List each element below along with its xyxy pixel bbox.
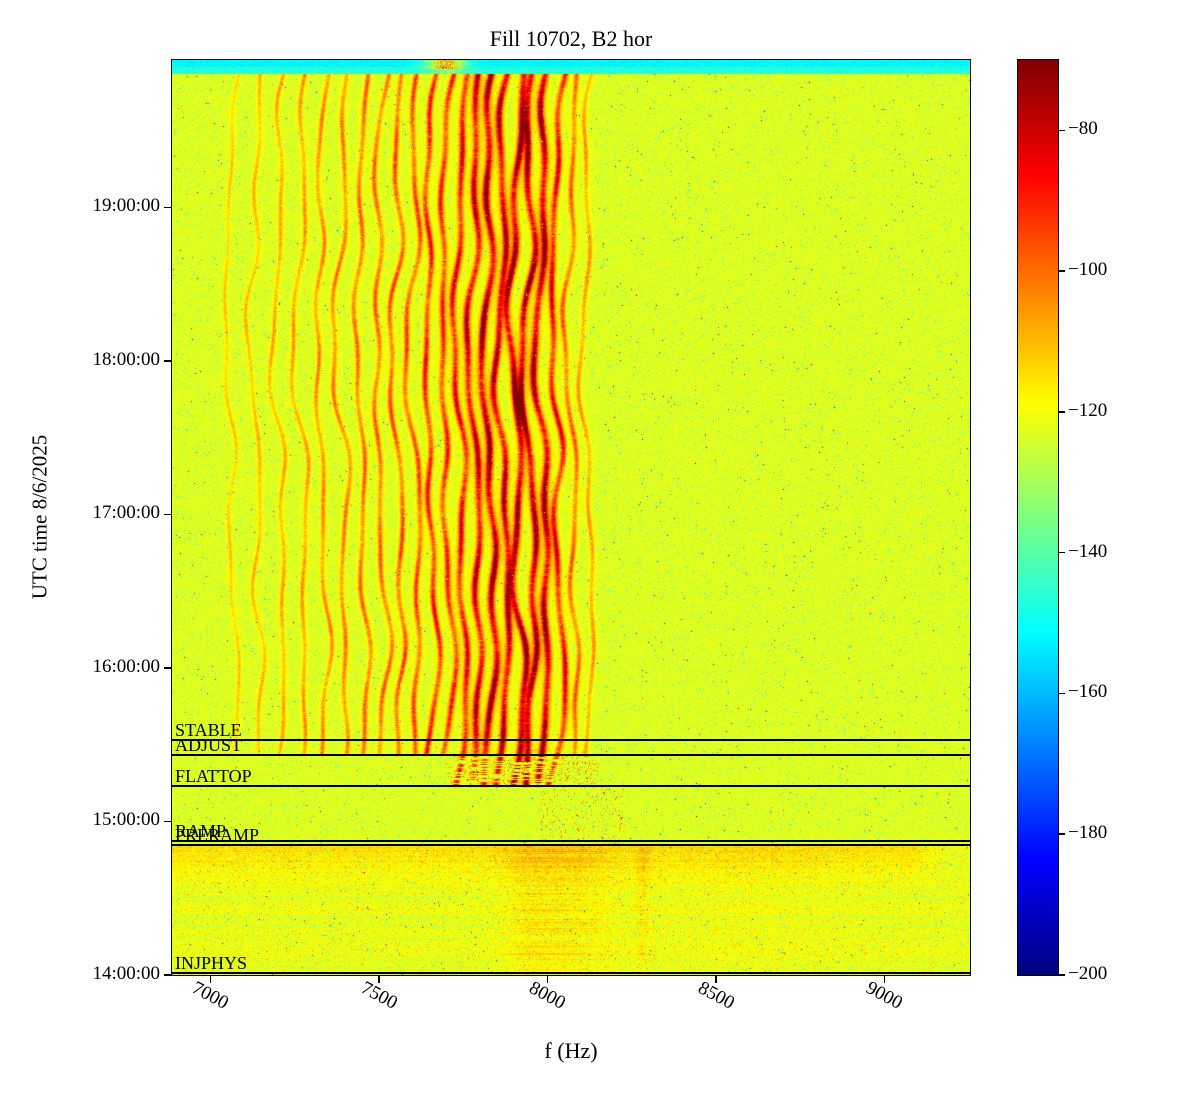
- figure-title: Fill 10702, B2 hor: [489, 26, 653, 51]
- x-tick-label-text: 8000: [525, 977, 570, 1014]
- y-tick: [164, 667, 171, 669]
- y-tick-label: 15:00:00: [92, 809, 160, 831]
- spectrogram-heatmap: [171, 59, 971, 976]
- colorbar-tick: [1059, 551, 1065, 554]
- colorbar-tick-label: −140: [1068, 540, 1108, 562]
- colorbar: [1017, 59, 1059, 976]
- x-tick-label-text: 7500: [357, 977, 401, 1014]
- colorbar-tick: [1059, 833, 1065, 835]
- colorbar-tick: [1059, 974, 1065, 976]
- colorbar-tick-label: −100: [1068, 259, 1108, 281]
- beam-mode-line-adjust: [172, 753, 970, 756]
- x-tick: [715, 976, 717, 983]
- beam-mode-line-flattop: [172, 785, 970, 787]
- beam-mode-line-ramp: [172, 839, 970, 842]
- x-axis-label: f (Hz): [544, 1038, 598, 1063]
- beam-mode-line-preramp: [172, 844, 970, 847]
- colorbar-tick-label: −80: [1068, 118, 1098, 140]
- colorbar-tick: [1059, 129, 1065, 132]
- y-tick-label: 18:00:00: [92, 348, 160, 370]
- y-tick-label: 14:00:00: [92, 963, 160, 984]
- colorbar-tick-label: −200: [1068, 963, 1108, 984]
- beam-mode-label-flattop: FLATTOP: [175, 766, 252, 786]
- x-tick: [209, 976, 212, 983]
- colorbar-tick: [1059, 411, 1065, 413]
- colorbar-tick-label: −160: [1068, 681, 1108, 703]
- colorbar-tick: [1059, 270, 1065, 272]
- x-tick-label-text: 8500: [694, 977, 738, 1014]
- y-axis-label: UTC time 8/6/2025: [27, 434, 52, 600]
- y-tick: [164, 820, 171, 823]
- x-tick-label-text: 9000: [862, 977, 907, 1014]
- y-tick-label: 17:00:00: [92, 502, 160, 524]
- x-tick: [546, 976, 549, 983]
- colorbar-tick: [1059, 692, 1065, 695]
- y-tick-label: 16:00:00: [92, 655, 160, 677]
- beam-mode-label-stable: STABLE: [175, 719, 242, 740]
- colorbar-tick-label: −120: [1068, 399, 1108, 421]
- x-tick: [883, 976, 886, 983]
- x-tick: [378, 976, 380, 983]
- beam-mode-label-ramp: RAMP: [175, 820, 227, 841]
- y-tick: [164, 974, 171, 976]
- colorbar-tick-label: −180: [1068, 822, 1108, 844]
- x-tick-label-text: 7000: [188, 977, 233, 1014]
- y-tick: [164, 360, 171, 362]
- beam-mode-label-injphys: INJPHYS: [175, 953, 248, 973]
- y-tick: [164, 513, 171, 516]
- beam-mode-line-injphys: [172, 972, 970, 974]
- y-tick-label: 19:00:00: [92, 195, 160, 217]
- y-tick: [164, 206, 171, 209]
- beam-mode-line-stable: [172, 738, 970, 741]
